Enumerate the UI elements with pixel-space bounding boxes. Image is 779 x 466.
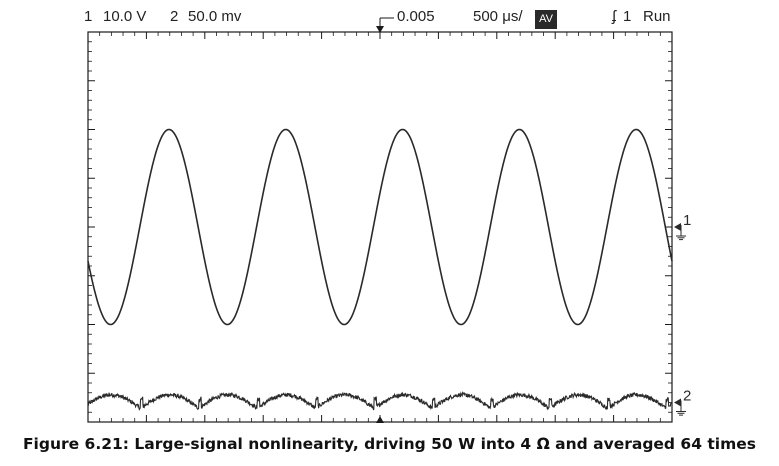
- trace-channel-1: [87, 128, 673, 326]
- ch1-scale: 10.0 V: [103, 8, 147, 25]
- ch1-number: 1: [84, 8, 93, 25]
- timebase: 500 μs/: [473, 8, 523, 25]
- trace-channel-2: [87, 391, 673, 411]
- ch2-scale: 50.0 mv: [188, 8, 242, 25]
- traces: [87, 128, 673, 411]
- run-state: Run: [643, 8, 671, 25]
- oscilloscope-display: 12: [87, 17, 691, 423]
- channel-1-ground-arrow: [674, 223, 681, 231]
- figure-caption: Figure 6.21: Large-signal nonlinearity, …: [22, 435, 757, 453]
- trigger-position-marker-bottom: [376, 416, 384, 423]
- trigger-position-marker: [376, 26, 384, 33]
- channel-1-label: 1: [683, 212, 691, 229]
- channel-2-ground-arrow: [674, 398, 681, 407]
- acquire-mode-badge: AV: [535, 10, 557, 29]
- channel-markers: 12: [674, 212, 691, 416]
- channel-2-label: 2: [683, 388, 691, 405]
- graticule-frame: [87, 31, 673, 423]
- graticule: [87, 17, 673, 423]
- trigger-level: 0.005: [397, 8, 435, 25]
- ch2-number: 2: [170, 8, 179, 25]
- trigger-edge-icon: ʄ: [612, 8, 616, 25]
- trigger-source: 1: [623, 8, 632, 25]
